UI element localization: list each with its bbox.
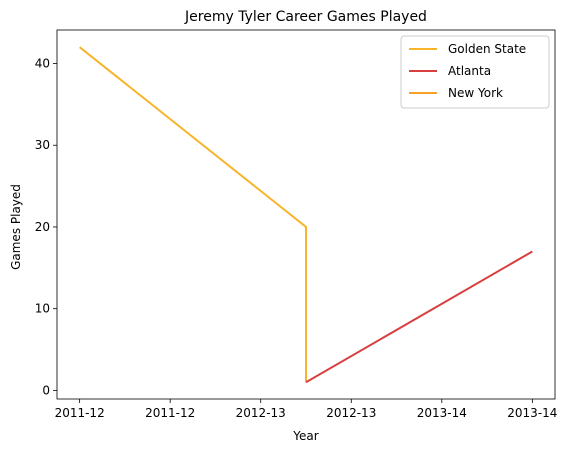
x-axis-title: Year	[292, 429, 318, 443]
series-line-1	[305, 250, 533, 384]
y-axis-title: Games Played	[9, 184, 23, 270]
legend-label-2: New York	[448, 86, 503, 100]
x-tick-label: 2013-14	[507, 406, 557, 420]
y-tick-label: 40	[35, 57, 50, 71]
x-tick-label: 2011-12	[55, 406, 105, 420]
y-tick-label: 20	[35, 220, 50, 234]
y-axis-ticks: 0 10 20 30 40	[35, 57, 57, 397]
legend-box	[400, 35, 550, 109]
axes-frame	[56, 29, 556, 400]
plot-area	[56, 29, 556, 400]
series-line-0	[79, 46, 307, 383]
x-tick-label: 2012-13	[236, 406, 286, 420]
x-axis-ticks: 2011-12 2011-12 2012-13 2012-13 2013-14 2013-…	[55, 399, 557, 420]
y-tick-label: 0	[42, 383, 50, 397]
chart-title: Jeremy Tyler Career Games Played	[184, 9, 427, 25]
x-tick-label: 2011-12	[145, 406, 195, 420]
x-tick-label: 2013-14	[417, 406, 467, 420]
legend-label-1: Atlanta	[448, 64, 491, 78]
x-tick-label: 2012-13	[326, 406, 376, 420]
y-tick-label: 30	[35, 138, 50, 152]
legend: Golden State Atlanta New York	[400, 35, 550, 109]
y-tick-label: 10	[35, 302, 50, 316]
legend-label-0: Golden State	[448, 42, 526, 56]
